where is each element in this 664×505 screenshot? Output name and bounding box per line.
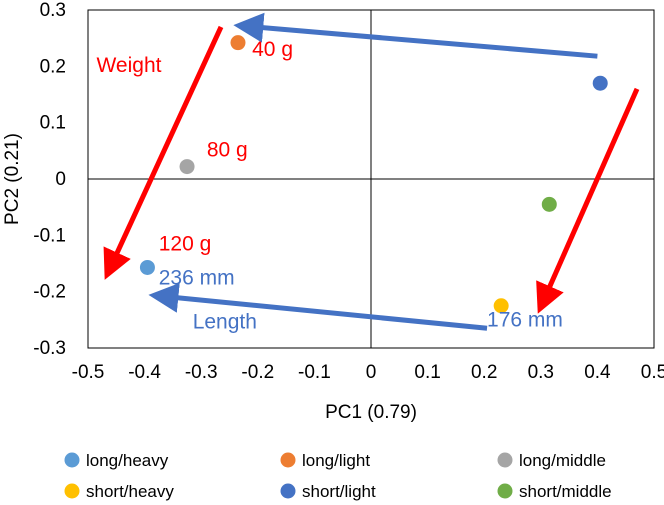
x-tick-label: 0.1 — [414, 362, 440, 383]
x-tick-label: -0.3 — [185, 362, 218, 383]
x-tick-label: -0.5 — [72, 362, 105, 383]
x-tick-label: 0.4 — [584, 362, 611, 383]
legend-label: long/middle — [519, 451, 606, 470]
y-tick-label: -0.3 — [33, 338, 66, 359]
point-long-heavy — [139, 259, 155, 275]
legend-label: long/light — [302, 451, 370, 470]
annotation-label: Weight — [96, 54, 161, 77]
x-tick-label: -0.2 — [241, 362, 274, 383]
legend-marker — [64, 483, 80, 499]
legend-marker — [497, 483, 513, 499]
legend-label: short/heavy — [86, 482, 174, 501]
x-tick-label: 0.2 — [471, 362, 497, 383]
length-arrow-top — [233, 12, 598, 59]
x-tick-label: -0.4 — [128, 362, 161, 383]
point-short-middle — [541, 196, 557, 212]
y-tick-label: 0.1 — [40, 113, 66, 134]
x-tick-label: 0 — [366, 362, 377, 383]
point-short-heavy — [493, 298, 509, 314]
annotation-label: 80 g — [207, 138, 248, 161]
annotation-label: 176 mm — [487, 309, 563, 332]
y-tick-label: 0.3 — [40, 0, 66, 21]
annotation-label: 40 g — [252, 38, 293, 61]
length-arrow-bottom — [148, 282, 488, 331]
legend-marker — [64, 452, 80, 468]
weight-arrow-left — [103, 25, 224, 280]
legend-marker — [280, 452, 296, 468]
annotation-label: 236 mm — [159, 266, 235, 289]
y-tick-label: -0.2 — [33, 282, 66, 303]
legend: long/heavy long/light long/middle short/hea… — [64, 451, 612, 501]
annotation-label: 120 g — [159, 233, 212, 256]
point-long-middle — [179, 159, 195, 175]
legend-label: short/light — [302, 482, 376, 501]
y-tick-label: 0.2 — [40, 56, 66, 77]
x-axis-title: PC1 (0.79) — [325, 402, 417, 423]
weight-arrow-right — [536, 87, 640, 314]
legend-label: short/middle — [519, 482, 612, 501]
point-long-light — [230, 35, 246, 51]
legend-marker — [497, 452, 513, 468]
legend-marker — [280, 483, 296, 499]
x-tick-label: -0.1 — [298, 362, 331, 383]
y-tick-label: -0.1 — [33, 225, 66, 246]
x-tick-label: 0.3 — [528, 362, 554, 383]
point-short-light — [592, 75, 608, 91]
legend-label: long/heavy — [86, 451, 169, 470]
y-tick-label: 0 — [55, 169, 66, 190]
y-axis-title: PC2 (0.21) — [2, 133, 23, 225]
x-tick-label: 0.5 — [641, 362, 664, 383]
annotation-label: Length — [193, 310, 257, 333]
